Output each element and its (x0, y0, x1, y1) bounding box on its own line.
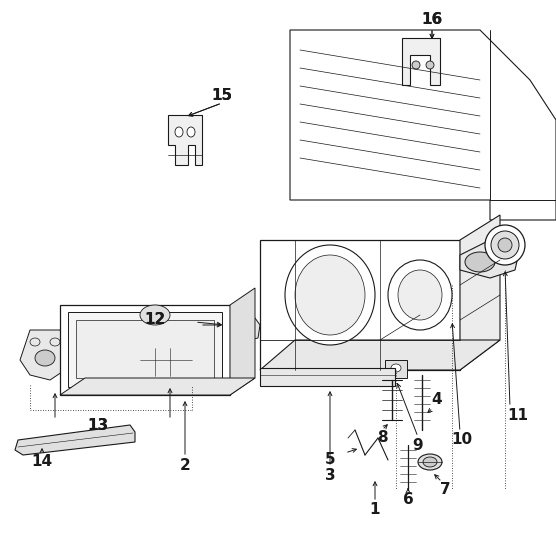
Bar (140, 348, 192, 376)
Ellipse shape (285, 245, 375, 345)
Ellipse shape (187, 127, 195, 137)
Bar (68, 312, 222, 387)
Bar (260, 368, 395, 386)
Ellipse shape (485, 225, 525, 265)
Ellipse shape (175, 127, 183, 137)
Ellipse shape (423, 457, 437, 467)
Text: 6: 6 (403, 493, 413, 507)
Bar (60, 305, 230, 395)
Polygon shape (460, 215, 500, 370)
Text: 9: 9 (413, 437, 423, 452)
Ellipse shape (491, 231, 519, 259)
Bar (385, 360, 407, 378)
Polygon shape (168, 115, 202, 165)
Text: 15: 15 (211, 88, 232, 102)
Text: 15: 15 (211, 88, 232, 102)
Text: 10: 10 (451, 433, 473, 447)
Text: 13: 13 (87, 418, 108, 433)
Ellipse shape (235, 324, 249, 336)
Polygon shape (68, 340, 115, 360)
Polygon shape (20, 330, 65, 380)
Polygon shape (230, 288, 255, 395)
Polygon shape (260, 340, 500, 370)
Text: 7: 7 (440, 483, 450, 498)
Ellipse shape (418, 454, 442, 470)
Ellipse shape (295, 255, 365, 335)
Text: 13: 13 (87, 418, 108, 433)
Ellipse shape (140, 305, 170, 325)
Text: 1: 1 (370, 503, 380, 517)
Text: 4: 4 (431, 392, 443, 408)
Ellipse shape (398, 270, 442, 320)
Ellipse shape (391, 364, 401, 372)
Text: 12: 12 (145, 312, 166, 327)
Ellipse shape (35, 350, 55, 366)
Text: 5: 5 (325, 452, 335, 467)
Bar (260, 240, 460, 370)
Polygon shape (290, 30, 556, 220)
Text: 16: 16 (421, 13, 443, 28)
Text: 11: 11 (508, 408, 529, 423)
Text: 14: 14 (32, 455, 53, 469)
Text: 3: 3 (325, 467, 335, 483)
Polygon shape (15, 425, 135, 455)
Polygon shape (402, 38, 440, 85)
Ellipse shape (388, 260, 452, 330)
Ellipse shape (498, 238, 512, 252)
Ellipse shape (426, 61, 434, 69)
Text: 16: 16 (421, 13, 443, 28)
Bar (76, 320, 214, 378)
Polygon shape (460, 240, 520, 278)
Text: 8: 8 (376, 430, 388, 446)
Text: 12: 12 (145, 312, 166, 327)
Polygon shape (225, 318, 260, 342)
Polygon shape (60, 378, 255, 395)
Ellipse shape (412, 61, 420, 69)
Ellipse shape (465, 252, 495, 272)
Text: 2: 2 (180, 457, 190, 473)
